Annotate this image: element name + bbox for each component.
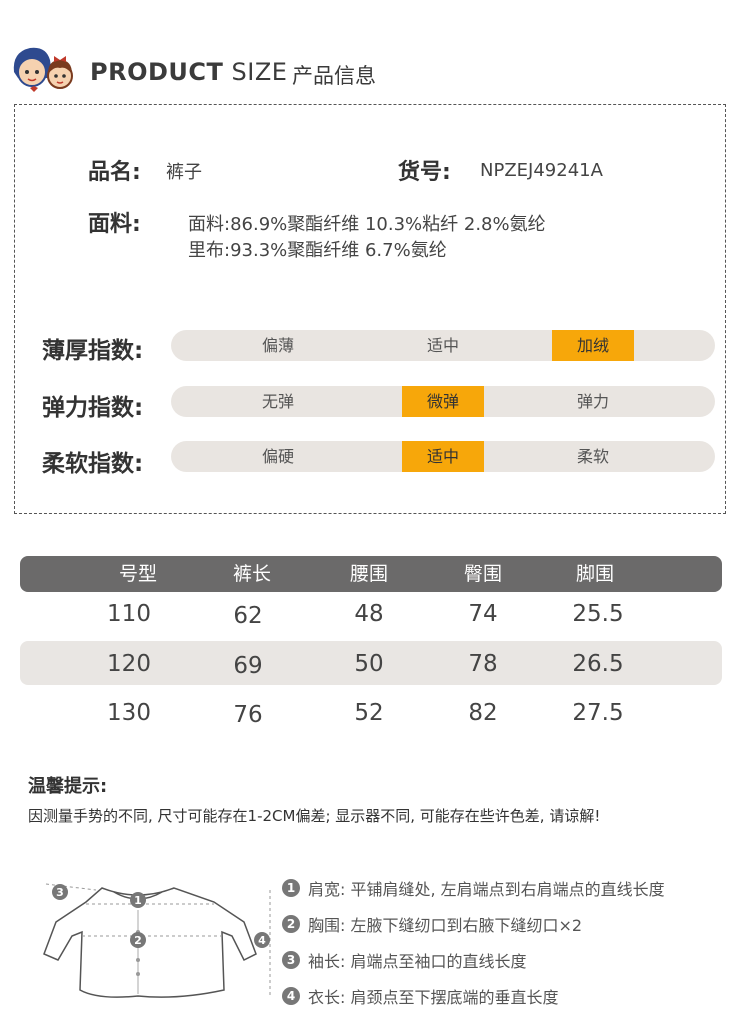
thickness-index-label: 薄厚指数:: [42, 338, 144, 364]
cell-size: 120: [107, 651, 151, 677]
svg-text:3: 3: [56, 886, 64, 899]
sku-label: 货号:: [398, 160, 451, 185]
measure-number-3: 3: [282, 951, 300, 969]
softness-index-label: 柔软指数:: [42, 451, 144, 477]
softness-option-soft: 柔软: [576, 447, 609, 466]
name-value: 裤子: [166, 162, 202, 183]
cell-hem: 25.5: [572, 601, 624, 627]
page-title-zh: 产品信息: [292, 64, 376, 88]
measure-text-shoulder: 肩宽: 平铺肩缝处, 左肩端点到右肩端点的直线长度: [308, 880, 665, 899]
measure-number-1: 1: [282, 879, 300, 897]
table-row: 110 62 48 74 25.5: [20, 597, 722, 633]
measure-text-length: 衣长: 肩颈点至下摆底端的垂直长度: [308, 988, 559, 1007]
softness-option-hard: 偏硬: [261, 447, 294, 466]
thickness-option-fleece: 加绒: [552, 330, 634, 361]
product-info-box: [14, 104, 726, 514]
cell-hip: 74: [468, 601, 498, 627]
measure-item-shoulder: 1 肩宽: 平铺肩缝处, 左肩端点到右肩端点的直线长度: [282, 876, 665, 900]
svg-text:1: 1: [134, 894, 142, 907]
cell-hip: 78: [468, 651, 498, 677]
thickness-option-medium: 适中: [426, 336, 459, 355]
thickness-option-thin: 偏薄: [261, 336, 294, 355]
svg-text:4: 4: [258, 934, 266, 947]
measure-item-chest: 2 胸围: 左腋下缝纫口到右腋下缝纫口×2: [282, 912, 582, 936]
header-size: 号型: [118, 563, 157, 585]
table-row: 120 69 50 78 26.5: [20, 641, 722, 685]
kids-logo-icon: [13, 47, 73, 92]
cell-waist: 50: [354, 651, 384, 677]
cell-hem: 27.5: [572, 700, 624, 726]
cell-length: 76: [233, 702, 263, 728]
measure-number-4: 4: [282, 987, 300, 1005]
measure-item-length: 4 衣长: 肩颈点至下摆底端的垂直长度: [282, 984, 558, 1008]
cell-size: 130: [107, 700, 151, 726]
cell-length: 62: [233, 603, 263, 629]
elasticity-index-label: 弹力指数:: [42, 395, 144, 421]
cell-waist: 52: [354, 700, 384, 726]
measure-item-sleeve: 3 袖长: 肩端点至袖口的直线长度: [282, 948, 526, 972]
measure-text-sleeve: 袖长: 肩端点至袖口的直线长度: [308, 952, 527, 971]
shirt-measure-diagram-icon: 1 2 3 4: [43, 883, 271, 998]
cell-length: 69: [233, 653, 263, 679]
fabric-line-2: 里布:93.3%聚酯纤维 6.7%氨纶: [188, 240, 447, 261]
elasticity-option-none: 无弹: [261, 392, 294, 411]
page-title-en: PRODUCT SIZE: [90, 58, 288, 86]
fabric-label: 面料:: [88, 212, 141, 237]
softness-index-bar: 偏硬 适中 柔软: [171, 441, 715, 472]
svg-text:2: 2: [134, 934, 142, 947]
header-waist: 腰围: [349, 563, 388, 585]
tips-title: 温馨提示:: [28, 776, 108, 797]
tips-text: 因测量手势的不同, 尺寸可能存在1-2CM偏差; 显示器不同, 可能存在些许色差…: [28, 807, 601, 825]
softness-option-medium: 适中: [402, 441, 484, 472]
header-hip: 臀围: [463, 563, 502, 585]
thickness-index-bar: 偏薄 适中 加绒: [171, 330, 715, 361]
cell-waist: 48: [354, 601, 384, 627]
cell-hem: 26.5: [572, 651, 624, 677]
cell-size: 110: [107, 601, 151, 627]
cell-hip: 82: [468, 700, 498, 726]
measure-number-2: 2: [282, 915, 300, 933]
sku-value: NPZEJ49241A: [480, 160, 603, 181]
measure-text-chest: 胸围: 左腋下缝纫口到右腋下缝纫口×2: [308, 916, 583, 935]
fabric-line-1: 面料:86.9%聚酯纤维 10.3%粘纤 2.8%氨纶: [188, 214, 546, 235]
header-length: 裤长: [232, 563, 271, 585]
elasticity-option-stretch: 弹力: [576, 392, 609, 411]
elasticity-index-bar: 无弹 微弹 弹力: [171, 386, 715, 417]
table-row: 130 76 52 82 27.5: [20, 698, 722, 734]
header-hem: 脚围: [575, 563, 614, 585]
size-table-header: 号型 裤长 腰围 臀围 脚围: [20, 556, 722, 592]
elasticity-option-slight: 微弹: [402, 386, 484, 417]
name-label: 品名:: [88, 160, 141, 185]
